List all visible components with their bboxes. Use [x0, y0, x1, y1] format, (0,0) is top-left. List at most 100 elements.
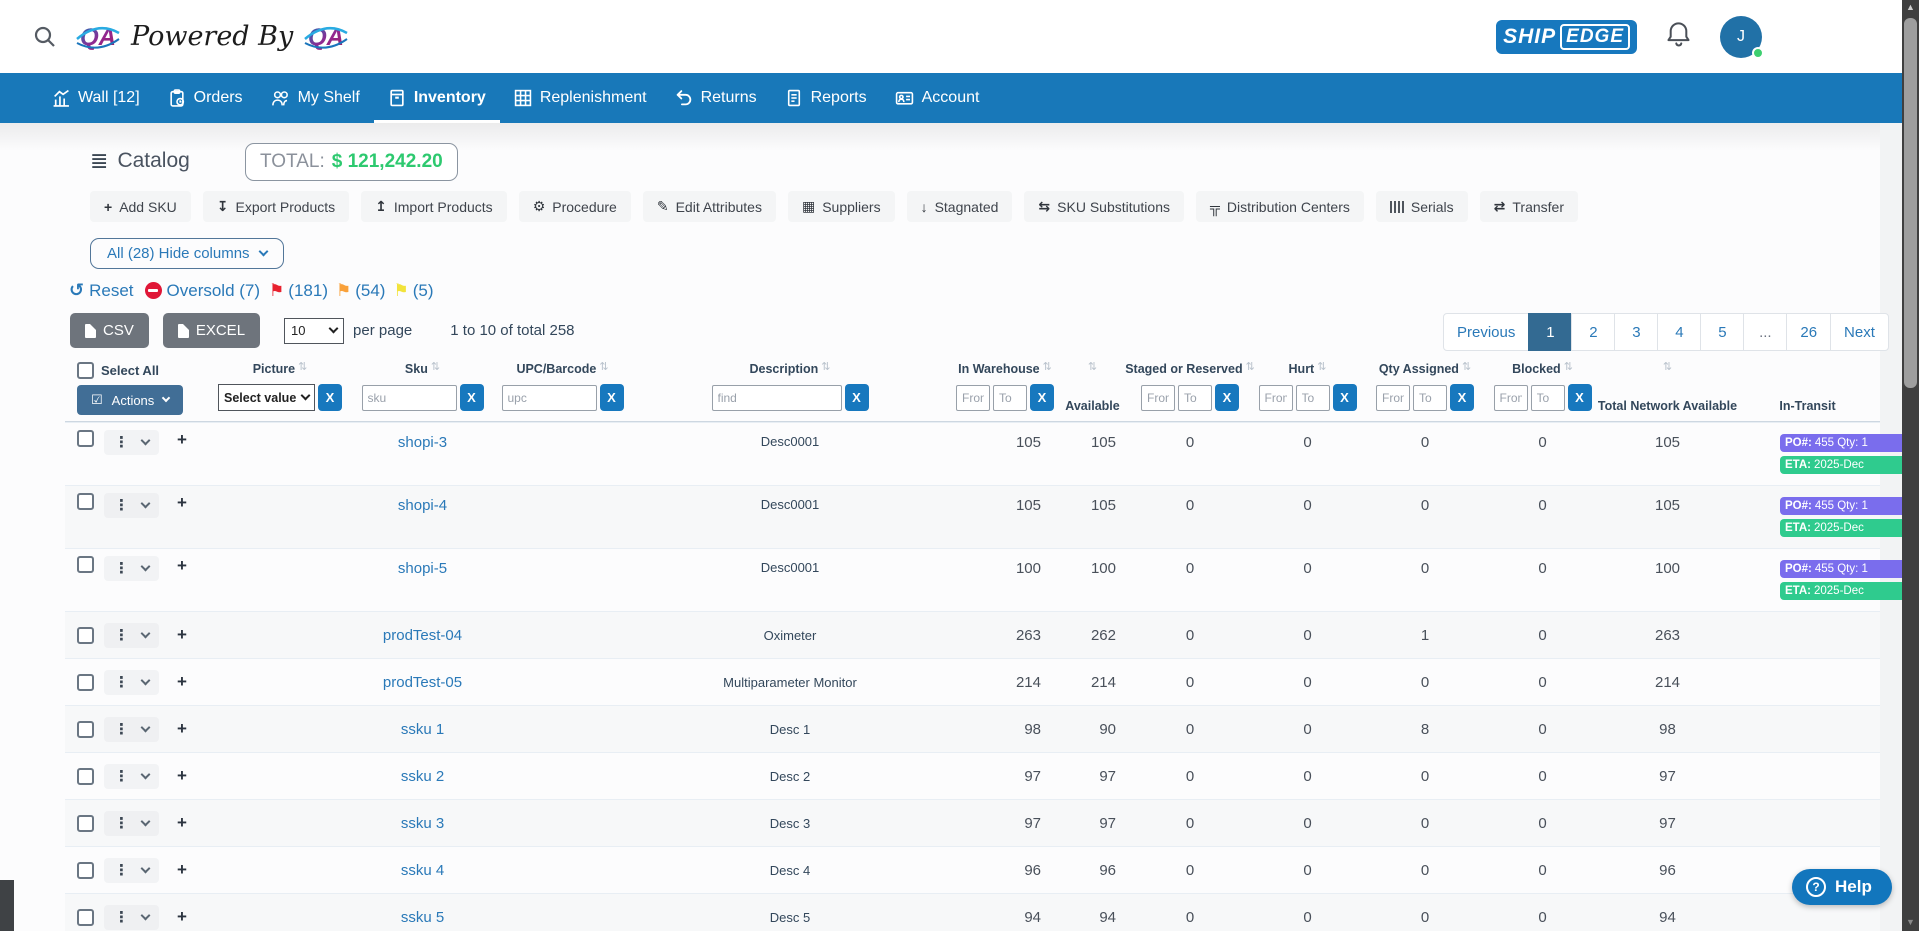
serials-button[interactable]: Serials: [1376, 191, 1468, 222]
in-warehouse-from-input[interactable]: [956, 385, 990, 411]
export-products-button[interactable]: ↧Export Products: [203, 191, 349, 222]
sku-link[interactable]: shopi-5: [398, 560, 447, 577]
reset-filter-link[interactable]: Reset: [89, 281, 133, 301]
qty-assigned-from-input[interactable]: [1376, 385, 1410, 411]
hurt-from-input[interactable]: [1259, 385, 1293, 411]
actions-dropdown-button[interactable]: ☑ Actions: [77, 385, 183, 415]
expand-chevron-icon[interactable]: [141, 910, 151, 920]
expand-chevron-icon[interactable]: [141, 562, 151, 572]
kebab-menu-icon[interactable]: ⋮: [114, 910, 129, 925]
kebab-menu-icon[interactable]: ⋮: [114, 561, 129, 576]
in-warehouse-to-input[interactable]: [993, 385, 1027, 411]
clear-picture-filter-button[interactable]: X: [318, 384, 342, 411]
row-checkbox[interactable]: [77, 815, 94, 832]
orange-flag-filter[interactable]: (54): [355, 281, 385, 301]
kebab-menu-icon[interactable]: ⋮: [114, 675, 129, 690]
oversold-filter-link[interactable]: Oversold (7): [167, 281, 261, 301]
export-csv-button[interactable]: CSV: [70, 313, 149, 348]
add-row-icon[interactable]: +: [177, 430, 187, 450]
nav-item-returns[interactable]: Returns: [661, 73, 771, 123]
expand-chevron-icon[interactable]: [141, 863, 151, 873]
expand-chevron-icon[interactable]: [141, 499, 151, 509]
clear-staged-filter-button[interactable]: X: [1215, 384, 1239, 411]
kebab-menu-icon[interactable]: ⋮: [114, 863, 129, 878]
scroll-down-icon[interactable]: ▼: [1902, 917, 1919, 927]
qty-assigned-to-input[interactable]: [1413, 385, 1447, 411]
row-checkbox[interactable]: [77, 674, 94, 691]
select-all-checkbox[interactable]: [77, 362, 94, 379]
row-checkbox[interactable]: [77, 862, 94, 879]
procedure-button[interactable]: ⚙Procedure: [519, 191, 631, 222]
upc-filter-input[interactable]: [502, 385, 597, 411]
page-button-...[interactable]: ...: [1743, 313, 1787, 351]
export-excel-button[interactable]: EXCEL: [163, 313, 260, 348]
add-row-icon[interactable]: +: [177, 672, 187, 692]
sku-link[interactable]: shopi-4: [398, 497, 447, 514]
page-button-3[interactable]: 3: [1614, 313, 1658, 351]
distribution-centers-button[interactable]: ╦Distribution Centers: [1196, 191, 1364, 222]
expand-chevron-icon[interactable]: [141, 769, 151, 779]
row-checkbox[interactable]: [77, 909, 94, 926]
add-row-icon[interactable]: +: [177, 766, 187, 786]
scroll-up-icon[interactable]: ▲: [1902, 2, 1919, 12]
nav-item-replenishment[interactable]: Replenishment: [500, 73, 661, 123]
page-button-next[interactable]: Next: [1830, 313, 1889, 351]
sku-substitutions-button[interactable]: ⇆SKU Substitutions: [1024, 191, 1184, 222]
sort-icon[interactable]: ⇅: [1043, 362, 1052, 373]
expand-chevron-icon[interactable]: [141, 628, 151, 638]
nav-item-inventory[interactable]: Inventory: [374, 73, 500, 123]
kebab-menu-icon[interactable]: ⋮: [114, 498, 129, 513]
clear-sku-filter-button[interactable]: X: [460, 384, 484, 411]
nav-item-orders[interactable]: Orders: [154, 73, 257, 123]
page-button-5[interactable]: 5: [1700, 313, 1744, 351]
nav-item-my-shelf[interactable]: My Shelf: [257, 73, 374, 123]
yellow-flag-filter[interactable]: (5): [413, 281, 434, 301]
kebab-menu-icon[interactable]: ⋮: [114, 769, 129, 784]
page-button-1[interactable]: 1: [1528, 313, 1572, 351]
blocked-to-input[interactable]: [1531, 385, 1565, 411]
scrollbar-thumb[interactable]: [1904, 18, 1917, 388]
add-row-icon[interactable]: +: [177, 625, 187, 645]
clear-blocked-filter-button[interactable]: X: [1568, 384, 1592, 411]
page-button-2[interactable]: 2: [1571, 313, 1615, 351]
import-products-button[interactable]: ↥Import Products: [361, 191, 507, 222]
hurt-to-input[interactable]: [1296, 385, 1330, 411]
sort-icon[interactable]: ⇅: [1317, 362, 1326, 373]
per-page-select[interactable]: 10: [284, 318, 344, 344]
nav-item-reports[interactable]: Reports: [771, 73, 881, 123]
sku-filter-input[interactable]: [362, 385, 457, 411]
suppliers-button[interactable]: ▦Suppliers: [788, 191, 895, 222]
sort-icon[interactable]: ⇅: [298, 362, 307, 373]
add-row-icon[interactable]: +: [177, 719, 187, 739]
expand-chevron-icon[interactable]: [141, 436, 151, 446]
sort-icon[interactable]: ⇅: [1088, 362, 1097, 373]
kebab-menu-icon[interactable]: ⋮: [114, 816, 129, 831]
add-row-icon[interactable]: +: [177, 493, 187, 513]
add-row-icon[interactable]: +: [177, 556, 187, 576]
help-button[interactable]: ? Help: [1792, 869, 1892, 905]
sku-link[interactable]: ssku 5: [401, 909, 444, 926]
page-button-4[interactable]: 4: [1657, 313, 1701, 351]
sku-link[interactable]: ssku 4: [401, 862, 444, 879]
vertical-scrollbar[interactable]: ▲ ▼: [1902, 0, 1919, 931]
search-icon[interactable]: [33, 25, 57, 49]
edit-attributes-button[interactable]: ✎Edit Attributes: [643, 191, 776, 222]
transfer-button[interactable]: ⇄Transfer: [1480, 191, 1578, 222]
description-filter-input[interactable]: [712, 385, 842, 411]
add-row-icon[interactable]: +: [177, 907, 187, 927]
sort-icon[interactable]: ⇅: [1564, 362, 1573, 373]
sku-link[interactable]: prodTest-05: [383, 674, 462, 691]
kebab-menu-icon[interactable]: ⋮: [114, 628, 129, 643]
sku-link[interactable]: shopi-3: [398, 434, 447, 451]
user-avatar[interactable]: J: [1720, 16, 1762, 58]
clear-hurt-filter-button[interactable]: X: [1333, 384, 1357, 411]
staged-from-input[interactable]: [1141, 385, 1175, 411]
picture-filter-select[interactable]: Select value: [218, 384, 315, 411]
sku-link[interactable]: ssku 2: [401, 768, 444, 785]
nav-item-wall[interactable]: Wall [12]: [38, 73, 154, 123]
row-checkbox[interactable]: [77, 627, 94, 644]
sort-icon[interactable]: ⇅: [1663, 362, 1672, 373]
page-button-26[interactable]: 26: [1786, 313, 1831, 351]
row-checkbox[interactable]: [77, 493, 94, 510]
sku-link[interactable]: ssku 1: [401, 721, 444, 738]
